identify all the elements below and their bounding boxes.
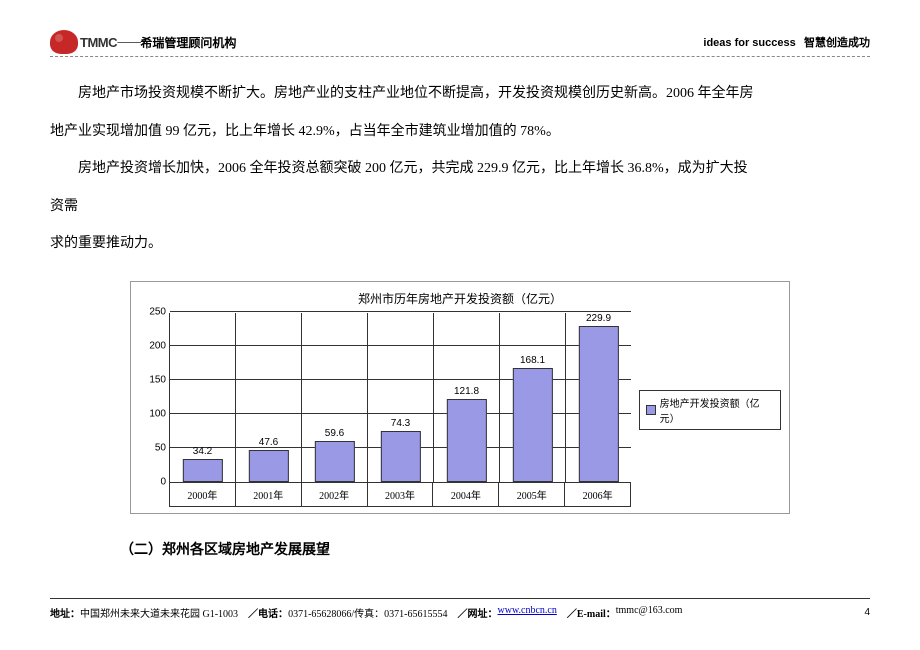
bar: [248, 450, 288, 482]
x-tick-label: 2002年: [302, 483, 368, 507]
paragraph-1: 房地产市场投资规模不断扩大。房地产业的支柱产业地位不断提高，开发投资规模创历史新…: [50, 77, 870, 111]
bar: [182, 459, 222, 482]
page-footer: 地址： 中国郑州未来大道未来花园 G1-1003 ／电话： 0371-65628…: [50, 598, 870, 620]
bar: [446, 399, 486, 482]
x-axis: 2000年2001年2002年2003年2004年2005年2006年: [169, 483, 631, 507]
bar-value-label: 34.2: [193, 446, 212, 457]
x-tick-label: 2005年: [499, 483, 565, 507]
address-label: 地址：: [50, 605, 80, 620]
bar: [578, 326, 618, 482]
y-tick-label: 150: [142, 374, 166, 385]
bar-value-label: 74.3: [391, 418, 410, 429]
bar: [314, 441, 354, 482]
bar-slot: 121.8: [434, 313, 500, 482]
bar: [380, 431, 420, 482]
header-left: TMMC ---------- 希瑞管理顾问机构: [50, 30, 236, 54]
paragraph-3: 房地产投资增长加快，2006 全年投资总额突破 200 亿元，共完成 229.9…: [50, 152, 870, 186]
slogan-en: ideas for success: [703, 37, 795, 49]
bar-slot: 59.6: [302, 313, 368, 482]
page-number: 4: [864, 607, 870, 618]
chart-body: 050100150200250 34.247.659.674.3121.8168…: [131, 313, 789, 513]
y-tick-label: 200: [142, 340, 166, 351]
footer-text: 地址： 中国郑州未来大道未来花园 G1-1003 ／电话： 0371-65628…: [50, 605, 682, 620]
bar-value-label: 168.1: [520, 355, 545, 366]
section-title: （二）郑州各区域房地产发展展望: [120, 539, 870, 559]
phone: 0371-65628066/传真：0371-65615554: [288, 605, 447, 620]
logo-icon: [50, 30, 78, 54]
x-tick-label: 2001年: [236, 483, 302, 507]
x-tick-label: 2000年: [169, 483, 236, 507]
bar-value-label: 229.9: [586, 313, 611, 324]
bar-value-label: 59.6: [325, 428, 344, 439]
y-tick-label: 0: [142, 476, 166, 487]
bars: 34.2 47.6 59.6 74.3 121.8 168.1 229.9: [170, 313, 631, 482]
bar: [512, 368, 552, 482]
paragraph-2: 地产业实现增加值 99 亿元，比上年增长 42.9%，占当年全市建筑业增加值的 …: [50, 115, 870, 149]
email: tmmc@163.com: [616, 605, 683, 620]
phone-label: ／电话：: [248, 605, 288, 620]
email-label: ／E-mail：: [567, 605, 616, 620]
bar-slot: 229.9: [566, 313, 631, 482]
x-tick-label: 2003年: [368, 483, 434, 507]
x-tick-label: 2006年: [565, 483, 631, 507]
company-name: 希瑞管理顾问机构: [140, 34, 236, 51]
web-link[interactable]: www.cnbcn.cn: [498, 605, 557, 620]
bar-slot: 47.6: [236, 313, 302, 482]
y-labels: 050100150200250: [142, 313, 166, 482]
y-tick-label: 50: [142, 442, 166, 453]
bar-slot: 34.2: [170, 313, 236, 482]
brand-text: TMMC: [80, 35, 117, 50]
chart-container: 郑州市历年房地产开发投资额（亿元） 0 50 100 150 200 250 34.2 47…: [130, 281, 790, 514]
legend-swatch-icon: [646, 405, 656, 415]
y-tick-label: 250: [142, 306, 166, 317]
legend: 房地产开发投资额（亿元）: [631, 313, 781, 507]
slogan-cn: 智慧创造成功: [804, 37, 870, 49]
web-label: ／网址：: [458, 605, 498, 620]
bar-value-label: 121.8: [454, 386, 479, 397]
legend-label: 房地产开发投资额（亿元）: [660, 395, 774, 425]
x-tick-label: 2004年: [433, 483, 499, 507]
paragraph-4: 资需: [50, 190, 870, 224]
header-right: ideas for success 智慧创造成功: [703, 34, 870, 50]
page-header: TMMC ---------- 希瑞管理顾问机构 ideas for succe…: [50, 30, 870, 57]
bar-value-label: 47.6: [259, 437, 278, 448]
gridline: [170, 311, 631, 312]
bar-slot: 168.1: [500, 313, 566, 482]
dashes: ----------: [117, 37, 140, 48]
plot-area: 050100150200250 34.247.659.674.3121.8168…: [169, 313, 631, 483]
plot-wrapper: 050100150200250 34.247.659.674.3121.8168…: [139, 313, 631, 507]
chart-title: 郑州市历年房地产开发投资额（亿元）: [131, 282, 789, 313]
y-tick-label: 100: [142, 408, 166, 419]
address: 中国郑州未来大道未来花园 G1-1003: [80, 605, 238, 620]
paragraph-5: 求的重要推动力。: [50, 227, 870, 261]
bar-slot: 74.3: [368, 313, 434, 482]
legend-box: 房地产开发投资额（亿元）: [639, 390, 781, 430]
